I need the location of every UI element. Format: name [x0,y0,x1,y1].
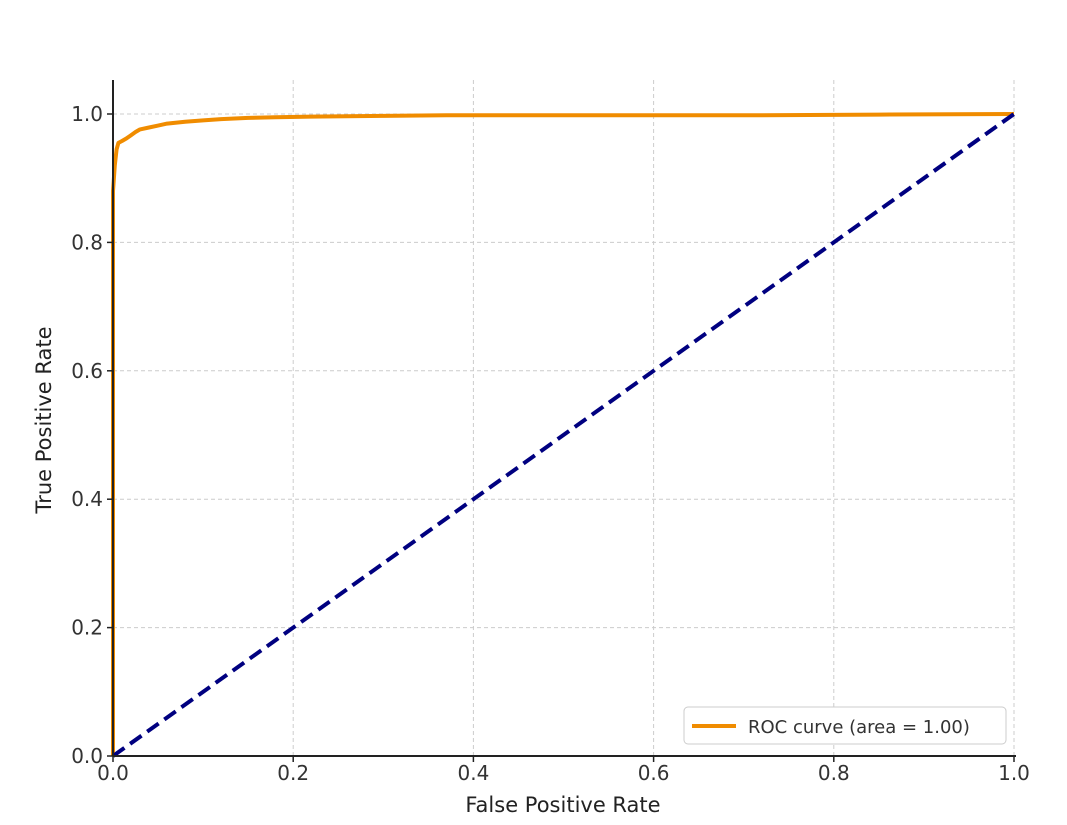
axes [112,80,1016,757]
x-tick-label: 1.0 [998,761,1030,785]
chance-line [111,112,1016,758]
legend-label-roc: ROC curve (area = 1.00) [748,717,970,738]
grid [112,80,1015,757]
x-axis-title: False Positive Rate [465,793,660,817]
x-tick-label: 0.0 [97,761,129,785]
series-group [111,112,1016,758]
y-tick-label: 0.0 [71,744,103,768]
legend: ROC curve (area = 1.00) [683,706,1007,745]
legend-box [683,706,1007,745]
tick-labels: 0.0 0.2 0.4 0.6 0.8 1.0 0.0 0.2 0.4 0.6 0.8 1.0 [71,102,1030,785]
y-tick-label: 1.0 [71,102,103,126]
y-tick-label: 0.2 [71,616,103,640]
x-tick-label: 0.6 [638,761,670,785]
x-tick-label: 0.8 [818,761,850,785]
roc-curve-line [111,112,1015,756]
y-axis-title: True Positive Rate [32,326,56,514]
y-tick-label: 0.4 [71,487,103,511]
y-tick-label: 0.6 [71,359,103,383]
x-tick-label: 0.4 [457,761,489,785]
x-tick-label: 0.2 [277,761,309,785]
y-tick-label: 0.8 [71,230,103,254]
